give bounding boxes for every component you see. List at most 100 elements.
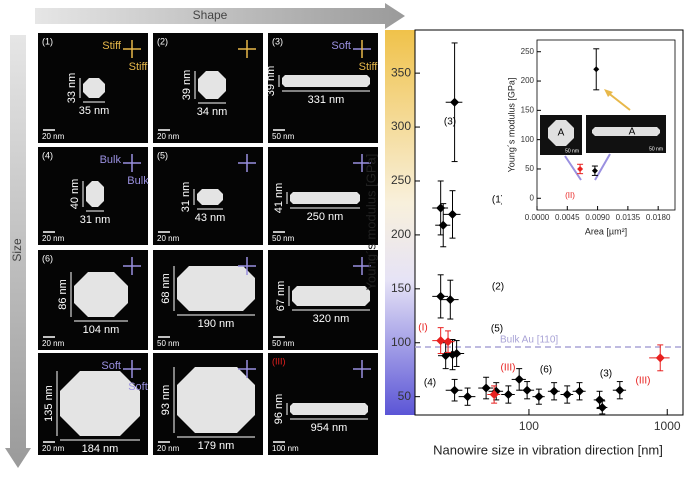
data-point (574, 386, 584, 396)
nanowire-image (548, 120, 574, 146)
direction-note: Stiff (102, 40, 122, 52)
data-point (615, 385, 625, 395)
data-point (436, 291, 446, 301)
pointer-arrow (606, 91, 631, 111)
point-annotation: (III) (636, 376, 651, 387)
width-label: 179 nm (198, 440, 235, 452)
data-point (593, 66, 600, 73)
scale-label: 100 nm (272, 444, 299, 453)
thumbnail-label: A (558, 128, 565, 139)
width-label: 104 nm (83, 324, 120, 336)
micrograph-tile: 93 nm 179 nm 20 nm (153, 353, 263, 455)
data-point (450, 97, 460, 107)
thumbnail-scale: 50 nm (649, 146, 663, 152)
height-label: 135 nm (43, 385, 55, 422)
thumbnail-label: A (629, 127, 636, 138)
data-point (655, 353, 665, 363)
nanowire-image (290, 192, 360, 204)
data-point (597, 402, 607, 412)
micrograph-tile: (6) 86 nm 104 nm 20 nm (38, 250, 148, 350)
nanowire-image (83, 78, 105, 98)
y-tick-label: 50 (398, 389, 412, 403)
width-label: 331 nm (308, 94, 345, 106)
data-point (503, 390, 513, 400)
data-point (445, 295, 455, 305)
tile-background (268, 33, 378, 143)
width-label: 954 nm (311, 422, 348, 434)
pointer-arrowhead (604, 89, 613, 97)
y-tick-label: 150 (521, 105, 535, 114)
panel-number: (5) (157, 150, 168, 160)
size-arrow (5, 35, 31, 468)
y-tick-label: 0 (530, 193, 535, 202)
y-tick-label: 100 (521, 135, 535, 144)
pointer-arrow (564, 155, 582, 181)
data-point (489, 390, 499, 400)
height-label: 68 nm (160, 273, 172, 304)
height-label: 93 nm (160, 385, 172, 416)
scale-label: 50 nm (272, 132, 295, 141)
nanowire-image (197, 189, 223, 205)
data-point (463, 392, 473, 402)
width-label: 35 nm (79, 105, 110, 117)
scale-label: 50 nm (272, 234, 295, 243)
data-point (452, 349, 462, 359)
panel-number: (III) (272, 356, 286, 366)
nanowire-image (290, 403, 368, 415)
y-tick-label: 200 (391, 227, 411, 241)
y-tick-label: 300 (391, 119, 411, 133)
x-tick-label: 100 (519, 419, 539, 433)
data-point (438, 220, 448, 230)
y-tick-label: 100 (391, 335, 411, 349)
point-annotation: (6) (540, 365, 552, 376)
micrograph-tile: (III) 96 nm 954 nm 100 nm (268, 353, 378, 455)
direction-note: Soft (128, 381, 148, 393)
direction-note: Bulk (100, 154, 122, 166)
height-label: 96 nm (273, 394, 285, 425)
micrograph-tile: (2) 39 nm 34 nm 20 nm (153, 33, 263, 143)
width-label: 320 nm (313, 313, 350, 325)
shape-arrow (35, 3, 405, 29)
point-annotation: (II) (565, 191, 575, 200)
data-point (549, 386, 559, 396)
data-point (577, 165, 584, 172)
point-annotation: (1) (492, 195, 504, 206)
y-tick-label: 350 (391, 65, 411, 79)
thumbnail-scale: 50 nm (565, 148, 579, 154)
point-annotation: (I) (418, 323, 427, 334)
nanowire-image (198, 71, 226, 99)
nanowire-image (86, 181, 104, 207)
panel-number: (3) (272, 36, 283, 46)
y-tick-label: 250 (521, 47, 535, 56)
direction-note: Soft (331, 40, 351, 52)
width-label: 190 nm (198, 318, 235, 330)
nanowire-image (292, 286, 370, 306)
width-label: 31 nm (80, 214, 111, 226)
modulus-gradient (385, 30, 415, 415)
y-tick-label: 200 (521, 76, 535, 85)
point-annotation: (4) (424, 378, 436, 389)
data-point (591, 167, 598, 174)
x-axis-label: Nanowire size in vibration direction [nm… (433, 442, 663, 457)
data-point (514, 374, 524, 384)
y-tick-label: 150 (391, 281, 411, 295)
height-label: 39 nm (265, 66, 277, 97)
data-point (447, 209, 457, 219)
y-tick-label: 250 (391, 173, 411, 187)
panel-number: (4) (42, 150, 53, 160)
width-label: 34 nm (197, 106, 228, 118)
x-tick-label: 1000 (654, 419, 681, 433)
panel-number: (6) (42, 253, 53, 263)
y-axis-label: Young´s modulus [GPa] (363, 154, 378, 291)
data-point (534, 392, 544, 402)
x-tick-label: 0.0135 (616, 213, 641, 222)
point-annotation: (5) (491, 324, 503, 335)
panel-number: (1) (42, 36, 53, 46)
point-annotation: (III) (501, 363, 516, 374)
point-annotation: (3) (600, 369, 612, 380)
scale-label: 50 nm (157, 339, 180, 348)
micrograph-tile: Soft Soft 135 nm 184 nm 20 nm (38, 353, 148, 455)
panel-number: (2) (157, 36, 168, 46)
